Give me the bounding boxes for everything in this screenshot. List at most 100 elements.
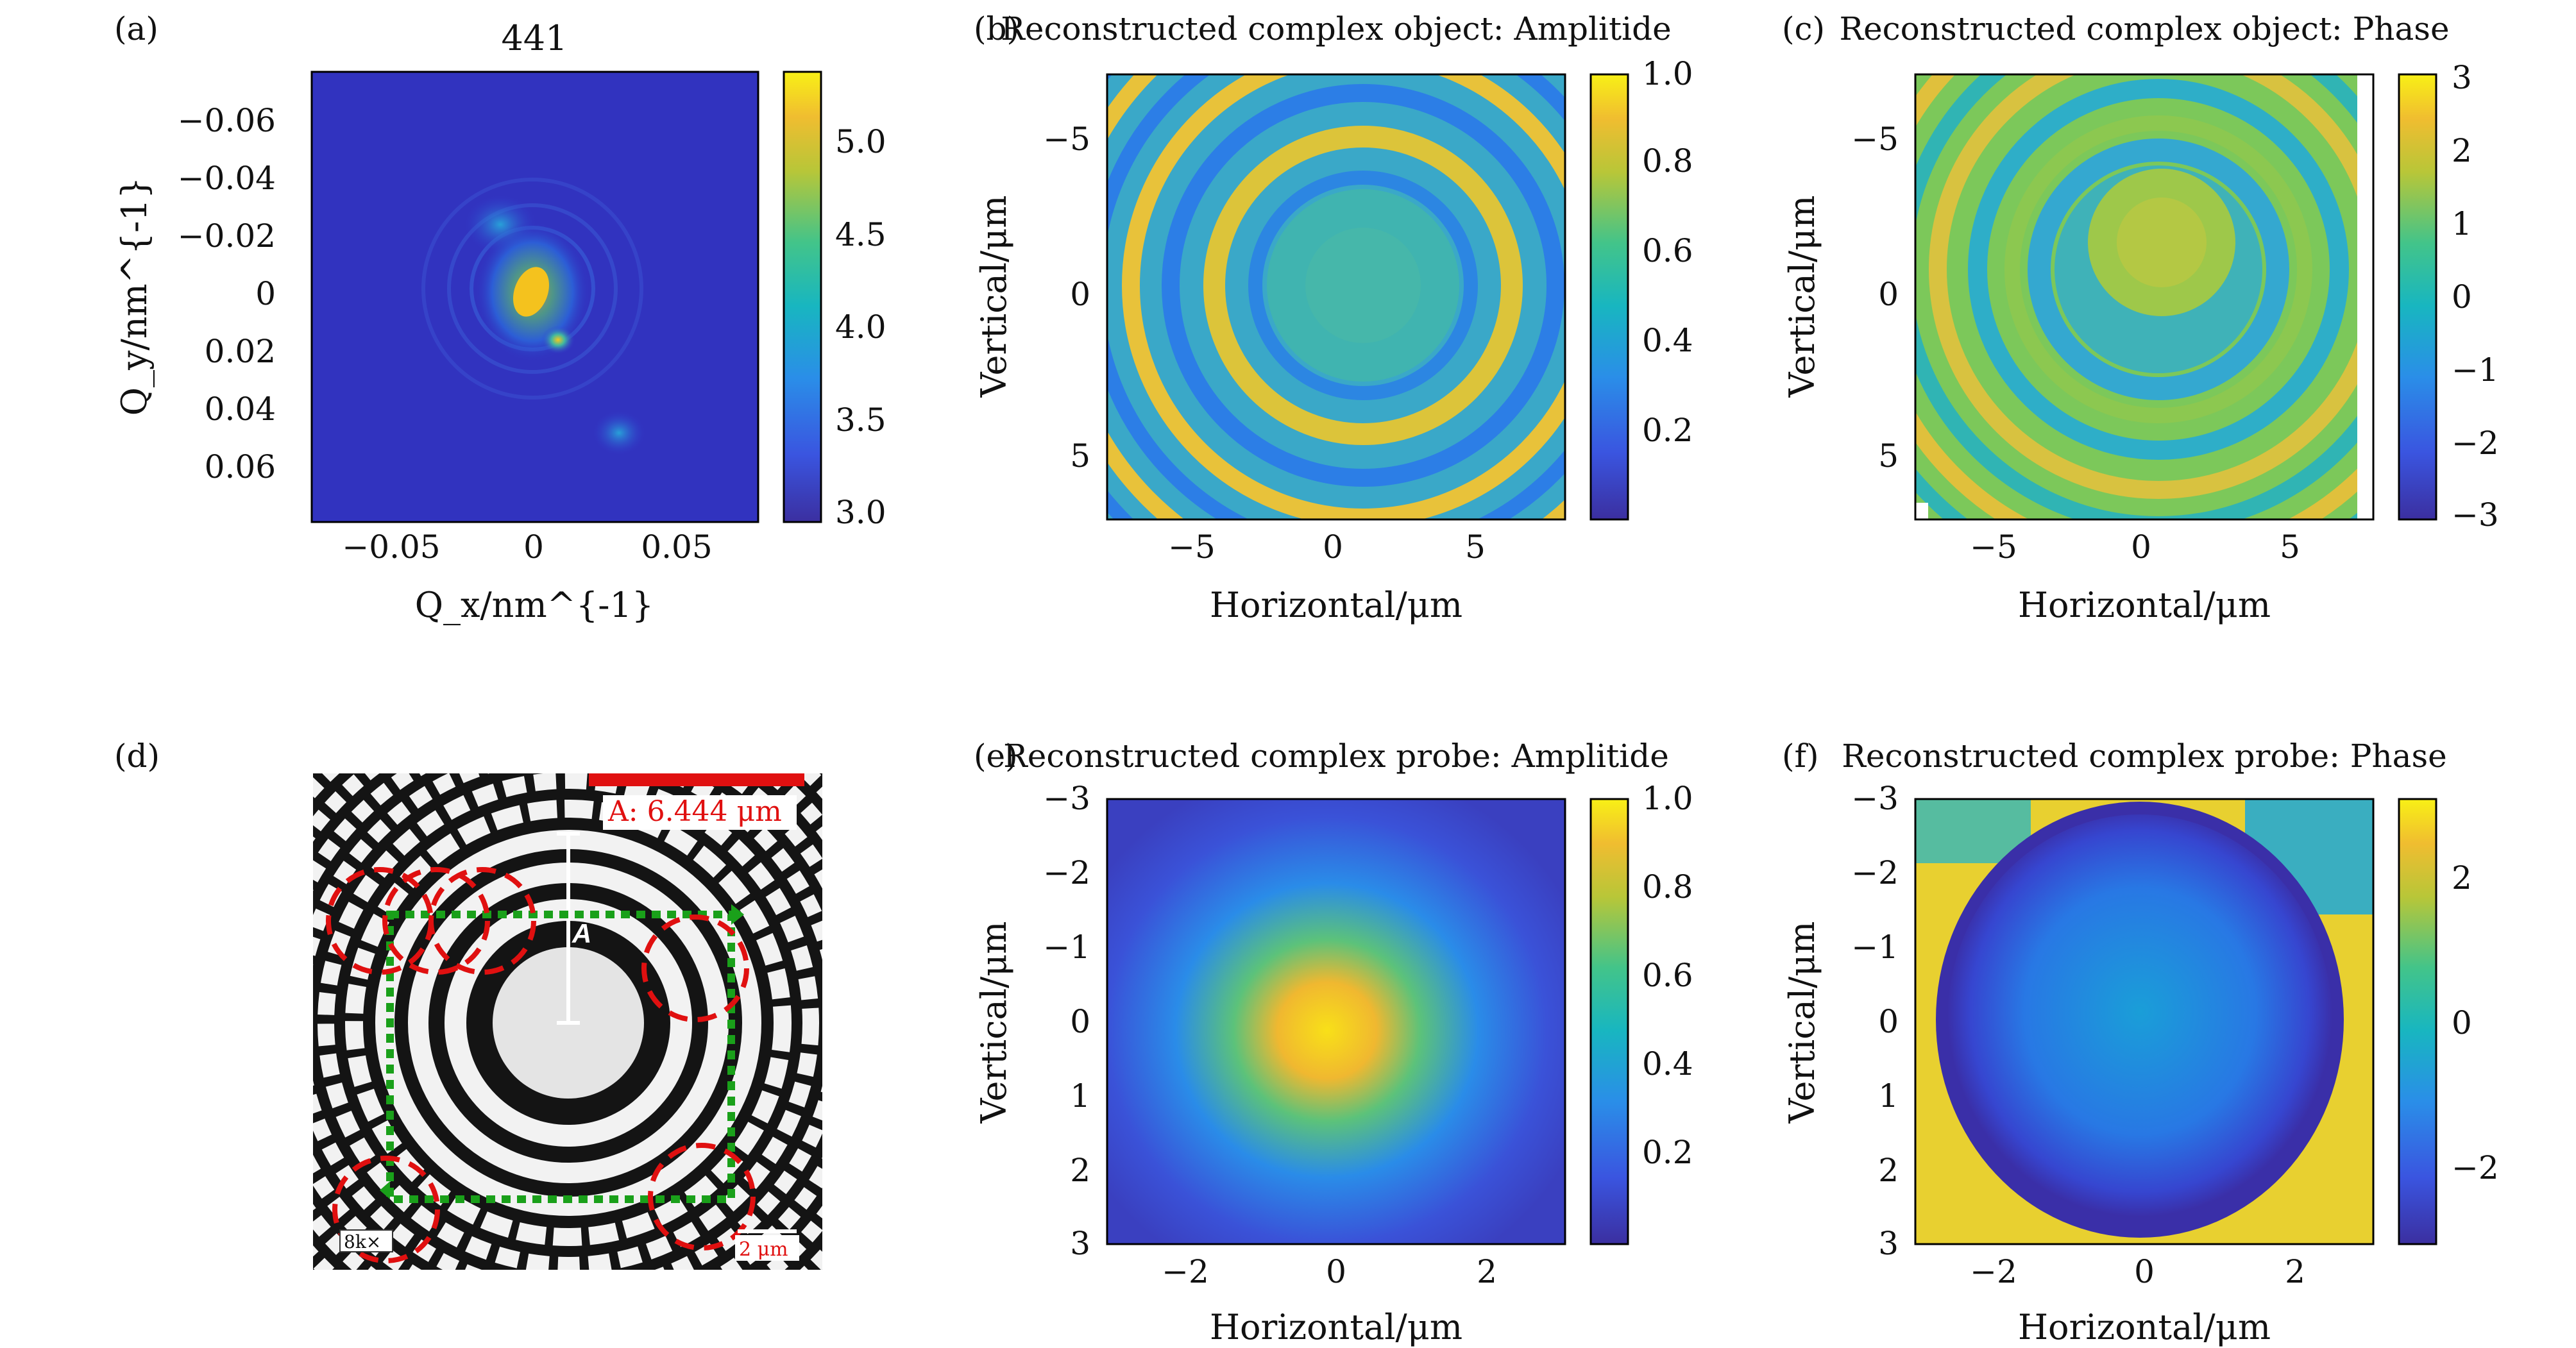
panel-c-cbar-tick: 2 bbox=[2452, 132, 2472, 169]
panel-f-ylabel: Vertical/μm bbox=[1782, 922, 1822, 1124]
panel-b-cbar-tick: 0.6 bbox=[1642, 232, 1693, 269]
panel-c-cbar-tick: 1 bbox=[2452, 205, 2472, 242]
panel-a-image bbox=[312, 72, 758, 522]
panel-c-xtick: −5 bbox=[1970, 528, 2017, 566]
panel-c-xtick: 0 bbox=[2131, 528, 2151, 566]
panel-a-ytick: 0.04 bbox=[205, 391, 276, 428]
panel-d-marker-a: A bbox=[572, 918, 591, 948]
panel-e-image bbox=[1107, 799, 1565, 1244]
panel-e-xtick: 2 bbox=[1477, 1253, 1497, 1290]
panel-b: (b) Reconstructed complex object: Amplit… bbox=[974, 10, 1693, 625]
panel-a-ytick: −0.04 bbox=[178, 160, 276, 197]
panel-c-xlabel: Horizontal/μm bbox=[2018, 585, 2271, 625]
panel-e-cbar-tick: 0.8 bbox=[1642, 868, 1693, 906]
panel-label-c: (c) bbox=[1782, 10, 1825, 47]
panel-b-xtick: 5 bbox=[1465, 528, 1486, 566]
panel-a-ytick: 0 bbox=[255, 275, 276, 312]
panel-e-title: Reconstructed complex probe: Amplitide bbox=[1003, 737, 1669, 775]
panel-c-cbar-tick: −3 bbox=[2452, 496, 2499, 534]
panel-b-cbar-tick: 0.2 bbox=[1642, 412, 1693, 449]
panel-a-xlabel: Q_x/nm^{-1} bbox=[415, 585, 654, 625]
panel-b-title: Reconstructed complex object: Amplitide bbox=[1001, 10, 1671, 47]
panel-a-ytick: 0.06 bbox=[205, 448, 276, 485]
panel-c-cbar-tick: −1 bbox=[2452, 351, 2499, 389]
panel-e-ytick: 0 bbox=[1070, 1003, 1090, 1040]
panel-b-ylabel: Vertical/μm bbox=[974, 196, 1014, 398]
panel-f-xtick: −2 bbox=[1970, 1253, 2017, 1290]
panel-b-cbar-tick: 1.0 bbox=[1642, 55, 1693, 92]
panel-a-colorbar: 5.0 4.5 4.0 3.5 3.0 bbox=[783, 71, 886, 531]
panel-b-xtick: −5 bbox=[1168, 528, 1216, 566]
panel-a-xtick: 0.05 bbox=[641, 528, 712, 566]
panel-f-ytick: −3 bbox=[1851, 780, 1899, 817]
panel-e-ytick: −1 bbox=[1043, 929, 1090, 966]
panel-b-cbar-tick: 0.8 bbox=[1642, 142, 1693, 180]
panel-e-cbar-tick: 0.4 bbox=[1642, 1045, 1693, 1083]
panel-c: (c) Reconstructed complex object: Phase bbox=[1782, 10, 2499, 625]
panel-e-ylabel: Vertical/μm bbox=[974, 922, 1014, 1124]
panel-a-cbar-tick: 4.5 bbox=[835, 216, 886, 253]
panel-c-ytick: 0 bbox=[1878, 276, 1899, 313]
panel-a-ytick: 0.02 bbox=[205, 333, 276, 370]
panel-a-cbar-tick: 3.0 bbox=[835, 494, 886, 531]
panel-a-cbar-tick: 4.0 bbox=[835, 308, 886, 346]
panel-e-ytick: 3 bbox=[1070, 1225, 1090, 1262]
panel-c-ytick: 5 bbox=[1878, 437, 1899, 475]
panel-e-ytick: −2 bbox=[1043, 854, 1090, 891]
panel-f-ytick: 1 bbox=[1878, 1077, 1899, 1115]
panel-b-ytick: 5 bbox=[1070, 437, 1090, 475]
panel-e-ytick: −3 bbox=[1043, 780, 1090, 817]
panel-c-ylabel: Vertical/μm bbox=[1782, 196, 1822, 398]
panel-b-ytick: 0 bbox=[1070, 276, 1090, 313]
panel-e-ytick: 2 bbox=[1070, 1152, 1090, 1189]
panel-f-cbar-tick: 0 bbox=[2452, 1004, 2472, 1041]
panel-c-cbar-tick: 0 bbox=[2452, 278, 2472, 316]
panel-e-ytick: 1 bbox=[1070, 1077, 1090, 1115]
panel-a-ytick: −0.02 bbox=[178, 217, 276, 255]
panel-d-sem-image: A A: 6.444 μm 8k× 2 μm bbox=[313, 773, 822, 1270]
panel-a-xtick: −0.05 bbox=[342, 528, 440, 566]
panel-f-image bbox=[1915, 799, 2373, 1244]
panel-f-xtick: 0 bbox=[2134, 1253, 2155, 1290]
panel-a: (a) 441 −0.06 −0.04 −0.02 0 0.02 0.04 0.… bbox=[114, 10, 886, 625]
panel-e-cbar-tick: 0.6 bbox=[1642, 957, 1693, 994]
panel-f: (f) Reconstructed complex probe: Phase −… bbox=[1782, 737, 2499, 1347]
panel-label-b: (b) bbox=[974, 10, 1019, 47]
panel-label-f: (f) bbox=[1782, 737, 1819, 775]
panel-a-ylabel: Q_y/nm^{-1} bbox=[114, 177, 155, 416]
panel-f-ytick: −1 bbox=[1851, 929, 1899, 966]
panel-c-xtick: 5 bbox=[2280, 528, 2300, 566]
panel-b-ytick: −5 bbox=[1043, 121, 1090, 158]
panel-e-cbar-tick: 0.2 bbox=[1642, 1134, 1693, 1171]
panel-f-ytick: −2 bbox=[1851, 854, 1899, 891]
panel-e-colorbar: 1.0 0.8 0.6 0.4 0.2 bbox=[1589, 780, 1693, 1245]
panel-b-image bbox=[1107, 74, 1565, 519]
panel-a-ytick: −0.06 bbox=[178, 102, 276, 139]
panel-f-xlabel: Horizontal/μm bbox=[2018, 1307, 2271, 1347]
panel-f-cbar-tick: −2 bbox=[2452, 1149, 2499, 1186]
panel-f-xtick: 2 bbox=[2285, 1253, 2305, 1290]
panel-f-ytick: 3 bbox=[1878, 1225, 1899, 1262]
panel-c-cbar-tick: −2 bbox=[2452, 425, 2499, 462]
panel-e: (e) Reconstructed complex probe: Ampliti… bbox=[974, 737, 1693, 1347]
panel-c-ytick: −5 bbox=[1851, 121, 1899, 158]
panel-b-colorbar: 1.0 0.8 0.6 0.4 0.2 bbox=[1589, 55, 1693, 521]
panel-b-xtick: 0 bbox=[1323, 528, 1343, 566]
panel-b-cbar-tick: 0.4 bbox=[1642, 322, 1693, 359]
panel-c-title: Reconstructed complex object: Phase bbox=[1839, 10, 2449, 47]
panel-c-cbar-tick: 3 bbox=[2452, 59, 2472, 96]
panel-c-colorbar: 3 2 1 0 −1 −2 −3 bbox=[2398, 59, 2499, 534]
panel-a-xtick: 0 bbox=[523, 528, 544, 566]
panel-d-mag-label: 8k× bbox=[344, 1231, 381, 1252]
panel-f-colorbar: 2 0 −2 bbox=[2398, 798, 2499, 1245]
panel-f-ytick: 0 bbox=[1878, 1003, 1899, 1040]
panel-f-ytick: 2 bbox=[1878, 1152, 1899, 1189]
panel-e-cbar-tick: 1.0 bbox=[1642, 780, 1693, 817]
panel-b-xlabel: Horizontal/μm bbox=[1210, 585, 1462, 625]
panel-label-d: (d) bbox=[114, 737, 160, 775]
panel-e-xtick: −2 bbox=[1162, 1253, 1209, 1290]
panel-a-cbar-tick: 5.0 bbox=[835, 123, 886, 160]
panel-label-e: (e) bbox=[974, 737, 1018, 775]
panel-a-cbar-tick: 3.5 bbox=[835, 401, 886, 439]
